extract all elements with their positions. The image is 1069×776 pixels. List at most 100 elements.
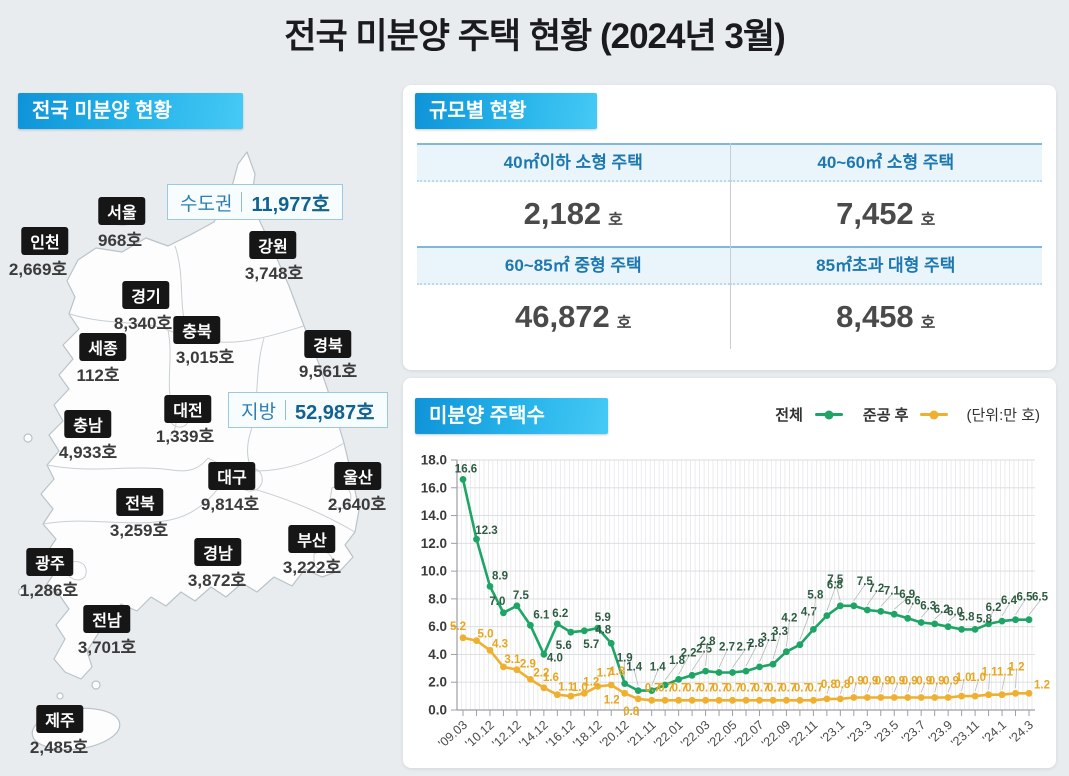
region-value: 9,561호 xyxy=(298,362,358,381)
svg-text:0.7: 0.7 xyxy=(807,682,823,694)
svg-text:0.9: 0.9 xyxy=(875,676,891,688)
svg-text:'09.03: '09.03 xyxy=(436,718,470,751)
svg-text:14.0: 14.0 xyxy=(421,508,447,523)
region-chip: 광주 xyxy=(26,548,74,576)
region-value: 3,259호 xyxy=(109,521,169,540)
svg-text:0.7: 0.7 xyxy=(740,682,756,694)
svg-text:6.0: 6.0 xyxy=(947,607,963,619)
svg-text:2.7: 2.7 xyxy=(737,642,753,654)
provincial-area-value: 52,987호 xyxy=(294,401,375,424)
size-cell-under-40: 40㎡이하 소형 주택 2,182 호 xyxy=(417,145,730,246)
size-cell-label: 40~60㎡ 소형 주택 xyxy=(729,145,1042,182)
svg-text:0.8: 0.8 xyxy=(821,679,838,691)
region-value: 1,286호 xyxy=(19,581,79,600)
svg-text:0.7: 0.7 xyxy=(780,682,796,694)
region-value: 8,340호 xyxy=(113,314,173,333)
size-cell-label: 85㎡초과 대형 주택 xyxy=(729,248,1042,285)
region-value: 2,669호 xyxy=(8,260,68,279)
svg-text:0.9: 0.9 xyxy=(929,676,945,688)
chart-panel: 미분양 주택수 전체 준공 후 (단위:만 호) 0.0 2.0 4.0 6.0 8.0… xyxy=(403,378,1056,768)
svg-text:0.9: 0.9 xyxy=(889,676,905,688)
svg-text:'22.03: '22.03 xyxy=(678,718,712,751)
legend-completed-marker-icon xyxy=(920,413,949,416)
svg-text:0.7: 0.7 xyxy=(794,682,810,694)
size-cell-40-60: 40~60㎡ 소형 주택 7,452 호 xyxy=(729,145,1042,246)
svg-text:1.2: 1.2 xyxy=(1034,679,1050,691)
svg-text:0.7: 0.7 xyxy=(754,682,770,694)
svg-text:0.8: 0.8 xyxy=(623,706,640,718)
svg-text:'21.11: '21.11 xyxy=(625,718,659,750)
map-section-header: 전국 미분양 현황 xyxy=(18,93,243,129)
svg-text:4.7: 4.7 xyxy=(801,607,817,619)
svg-text:4.0: 4.0 xyxy=(428,647,447,662)
legend-total-marker-icon xyxy=(814,413,843,416)
svg-text:7.2: 7.2 xyxy=(868,583,884,595)
region-chip: 경북 xyxy=(304,330,352,358)
svg-text:0.9: 0.9 xyxy=(862,676,878,688)
svg-text:7.5: 7.5 xyxy=(857,576,874,588)
svg-text:0.7: 0.7 xyxy=(685,682,701,694)
svg-text:'22.01: '22.01 xyxy=(651,718,685,751)
region-chip: 전북 xyxy=(116,488,164,516)
legend-total-label: 전체 xyxy=(775,407,803,424)
svg-text:'23.7: '23.7 xyxy=(899,718,928,746)
size-cell-unit: 호 xyxy=(608,212,623,229)
svg-text:6.2: 6.2 xyxy=(934,604,950,616)
svg-text:0.8: 0.8 xyxy=(834,679,851,691)
size-cell-value: 2,182 xyxy=(523,196,602,231)
size-cell-value: 8,458 xyxy=(836,299,914,334)
svg-text:3.1: 3.1 xyxy=(761,632,778,644)
region-value: 2,640호 xyxy=(327,495,387,514)
capital-area-label: 수도권 xyxy=(180,193,233,215)
size-cell-60-85: 60~85㎡ 중형 주택 46,872 호 xyxy=(417,248,730,349)
svg-text:1.1: 1.1 xyxy=(982,667,999,679)
size-cell-value: 7,452 xyxy=(836,196,914,231)
svg-text:7.1: 7.1 xyxy=(884,585,901,597)
callout-divider xyxy=(241,192,243,212)
svg-text:6.5: 6.5 xyxy=(1032,592,1049,604)
chart-unit-note: (단위:만 호) xyxy=(966,407,1040,424)
svg-text:6.5: 6.5 xyxy=(1017,592,1034,604)
svg-text:'22.05: '22.05 xyxy=(705,718,739,751)
svg-text:'10.12: '10.12 xyxy=(463,718,497,751)
capital-area-callout: 수도권 11,977호 xyxy=(167,184,343,220)
svg-text:1.2: 1.2 xyxy=(583,676,599,688)
svg-text:5.6: 5.6 xyxy=(556,640,572,652)
region-value: 3,222호 xyxy=(282,558,342,577)
svg-text:16.6: 16.6 xyxy=(455,463,477,475)
region-chip: 세종 xyxy=(79,333,127,361)
svg-text:6.6: 6.6 xyxy=(905,595,921,607)
svg-text:1.0: 1.0 xyxy=(970,672,986,684)
region-value: 4,933호 xyxy=(58,443,118,462)
size-section-header: 규모별 현황 xyxy=(415,93,597,129)
svg-text:'22.11: '22.11 xyxy=(787,718,821,750)
svg-text:1.8: 1.8 xyxy=(669,655,686,667)
svg-text:1.1: 1.1 xyxy=(558,682,575,694)
region-value: 3,701호 xyxy=(77,638,137,657)
unsold-housing-trend-chart: 0.0 2.0 4.0 6.0 8.0 10.0 12.0 14.0 16.0 18.0 '09.0… xyxy=(421,453,1050,751)
region-value: 9,814호 xyxy=(200,495,260,514)
region-chip: 전남 xyxy=(83,605,131,633)
svg-text:2.7: 2.7 xyxy=(719,642,735,654)
legend-completed-label: 준공 후 xyxy=(862,407,909,424)
svg-text:0.9: 0.9 xyxy=(848,676,864,688)
region-chip: 경기 xyxy=(122,281,170,309)
svg-text:'14.12: '14.12 xyxy=(516,718,550,751)
svg-text:1.8: 1.8 xyxy=(609,666,626,678)
svg-text:1.0: 1.0 xyxy=(572,682,588,694)
svg-text:0.7: 0.7 xyxy=(645,682,661,694)
svg-text:5.2: 5.2 xyxy=(450,621,466,633)
svg-text:'23.11: '23.11 xyxy=(948,718,982,750)
size-cell-unit: 호 xyxy=(616,315,632,332)
svg-text:5.0: 5.0 xyxy=(478,629,494,641)
chart-header: 미분양 주택수 xyxy=(415,398,608,434)
chart-legend: 전체 준공 후 (단위:만 호) xyxy=(775,404,1040,425)
svg-text:5.7: 5.7 xyxy=(583,639,599,651)
svg-text:8.0: 8.0 xyxy=(428,591,447,606)
region-chip: 부산 xyxy=(288,525,336,553)
svg-text:2.9: 2.9 xyxy=(520,659,536,671)
region-value: 3,748호 xyxy=(244,264,304,283)
svg-text:10.0: 10.0 xyxy=(421,564,447,579)
svg-text:1.1: 1.1 xyxy=(997,667,1014,679)
region-chip: 대구 xyxy=(208,462,256,490)
